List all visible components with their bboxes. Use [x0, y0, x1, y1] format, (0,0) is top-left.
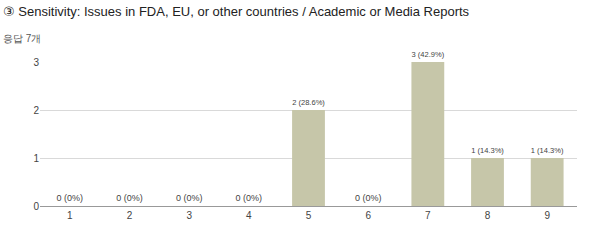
svg-text:2 (28.6%): 2 (28.6%) — [292, 98, 325, 107]
svg-text:③ Sensitivity: Issues in FDA,: ③ Sensitivity: Issues in FDA, EU, or oth… — [3, 4, 470, 19]
svg-text:3: 3 — [186, 210, 192, 221]
svg-text:8: 8 — [485, 210, 491, 221]
svg-text:1 (14.3%): 1 (14.3%) — [471, 146, 504, 155]
svg-text:9: 9 — [544, 210, 550, 221]
svg-text:0 (0%): 0 (0%) — [57, 193, 84, 203]
svg-text:0 (0%): 0 (0%) — [236, 193, 263, 203]
svg-text:1: 1 — [67, 210, 73, 221]
svg-text:3: 3 — [33, 57, 39, 68]
svg-text:4: 4 — [246, 210, 252, 221]
svg-text:1 (14.3%): 1 (14.3%) — [531, 146, 564, 155]
svg-text:2: 2 — [127, 210, 133, 221]
svg-text:5: 5 — [306, 210, 312, 221]
svg-text:3 (42.9%): 3 (42.9%) — [411, 50, 444, 59]
svg-text:2: 2 — [33, 105, 39, 116]
svg-text:1: 1 — [33, 153, 39, 164]
svg-text:응답 7개: 응답 7개 — [3, 33, 41, 44]
svg-text:0: 0 — [33, 201, 39, 212]
svg-text:7: 7 — [425, 210, 431, 221]
svg-text:0 (0%): 0 (0%) — [355, 193, 382, 203]
svg-text:0 (0%): 0 (0%) — [176, 193, 203, 203]
svg-text:6: 6 — [365, 210, 371, 221]
svg-text:0 (0%): 0 (0%) — [116, 193, 143, 203]
